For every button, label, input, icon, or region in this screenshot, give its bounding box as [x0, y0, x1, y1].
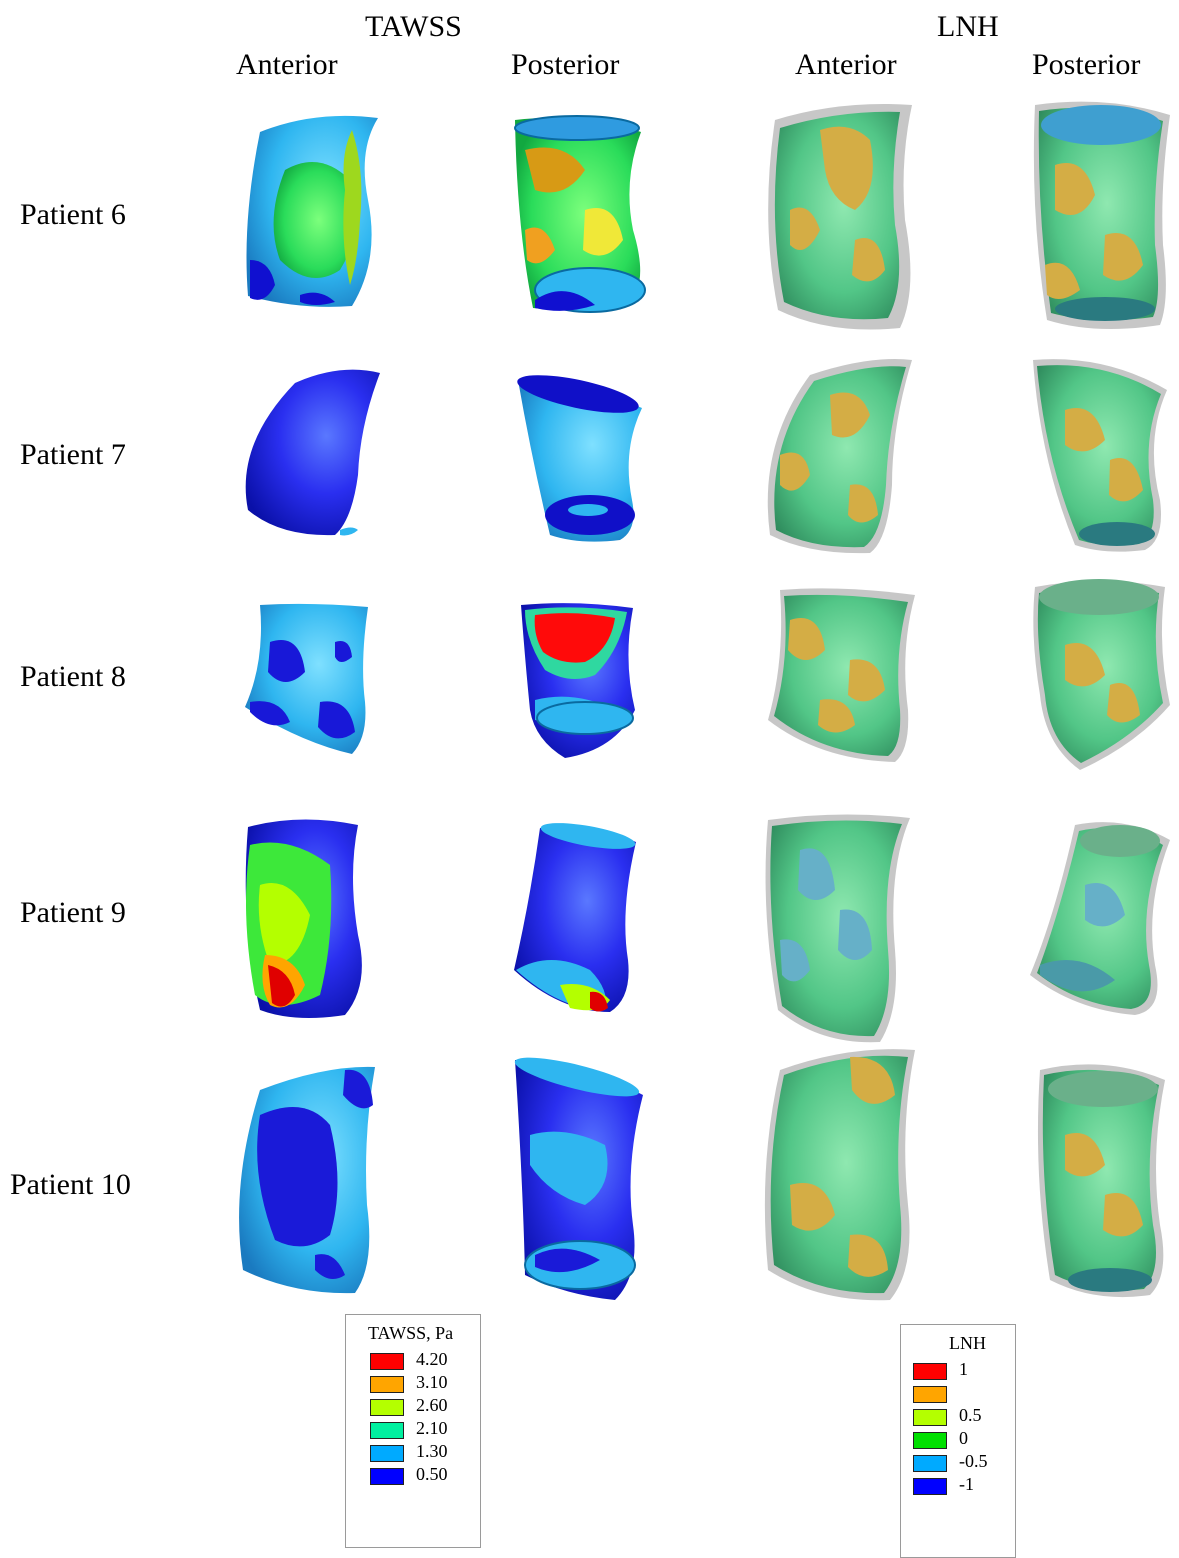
tawss-header: TAWSS — [365, 10, 462, 43]
lnh-legend-swatch — [913, 1455, 947, 1472]
tawss-legend-level-label: 4.20 — [416, 1349, 448, 1369]
patient-label-9: Patient 9 — [20, 896, 126, 929]
tawss-anterior-patient-7 — [245, 369, 380, 536]
lnh-legend-swatch — [913, 1386, 947, 1403]
lnh-anterior-patient-9 — [765, 814, 910, 1043]
tawss-posterior-patient-7 — [517, 375, 642, 542]
tawss-anterior-patient-10 — [239, 1066, 375, 1294]
lnh-legend-swatch — [913, 1432, 947, 1449]
tawss-legend-level-label: 0.50 — [416, 1464, 448, 1484]
tawss-legend-swatch — [370, 1445, 404, 1462]
tawss-legend-level-label: 1.30 — [416, 1441, 448, 1461]
tawss-legend-swatch — [370, 1422, 404, 1439]
lnh-anterior-patient-7 — [767, 359, 912, 554]
tawss-anterior-patient-8 — [245, 603, 368, 754]
lnh-legend-title: LNH — [949, 1333, 986, 1353]
tawss-anterior-label: Anterior — [236, 48, 338, 81]
lnh-legend-swatch — [913, 1363, 947, 1380]
tawss-legend-title: TAWSS, Pa — [368, 1323, 454, 1343]
tawss-legend-swatch — [370, 1353, 404, 1370]
lnh-anterior-patient-10 — [764, 1049, 915, 1301]
lnh-legend: LNH 1 0.5 0 -0.5 -1 — [900, 1324, 1016, 1558]
tawss-posterior-patient-10 — [514, 1057, 643, 1300]
patient-label-6: Patient 6 — [20, 198, 126, 231]
tawss-legend-swatch — [370, 1468, 404, 1485]
lnh-posterior-label: Posterior — [1032, 48, 1141, 81]
lnh-posterior-patient-9 — [1030, 822, 1170, 1015]
lnh-posterior-patient-6 — [1033, 101, 1170, 330]
lnh-anterior-patient-6 — [768, 104, 912, 330]
tawss-anterior-patient-9 — [245, 819, 362, 1019]
tawss-legend-level-label: 2.10 — [416, 1418, 448, 1438]
lnh-header: LNH — [937, 10, 999, 43]
patient-label-8: Patient 8 — [20, 660, 126, 693]
tawss-legend-swatch — [370, 1376, 404, 1393]
lnh-posterior-patient-8 — [1033, 579, 1170, 770]
tawss-posterior-patient-9 — [514, 823, 636, 1012]
lnh-anterior-patient-8 — [768, 588, 915, 762]
lnh-legend-swatch — [913, 1478, 947, 1495]
lnh-legend-level-label: -0.5 — [959, 1451, 988, 1471]
lnh-legend-level-label: -1 — [959, 1474, 974, 1494]
patient-label-7: Patient 7 — [20, 438, 126, 471]
lnh-legend-level-label: 0.5 — [959, 1405, 982, 1425]
tawss-posterior-label: Posterior — [511, 48, 620, 81]
lnh-posterior-patient-7 — [1033, 359, 1167, 552]
tawss-legend-swatch — [370, 1399, 404, 1416]
tawss-legend: TAWSS, Pa 4.20 3.10 2.60 2.10 1.30 0.50 — [345, 1314, 481, 1548]
lnh-legend-level-label: 1 — [959, 1359, 968, 1379]
tawss-anterior-patient-6 — [246, 115, 378, 307]
tawss-posterior-patient-8 — [521, 603, 635, 758]
tawss-legend-level-label: 2.60 — [416, 1395, 448, 1415]
lnh-posterior-patient-10 — [1037, 1064, 1165, 1298]
tawss-legend-level-label: 3.10 — [416, 1372, 448, 1392]
lnh-anterior-label: Anterior — [795, 48, 897, 81]
tawss-posterior-patient-6 — [514, 115, 646, 313]
patient-label-10: Patient 10 — [10, 1168, 131, 1201]
lnh-legend-swatch — [913, 1409, 947, 1426]
lnh-legend-level-label: 0 — [959, 1428, 968, 1448]
